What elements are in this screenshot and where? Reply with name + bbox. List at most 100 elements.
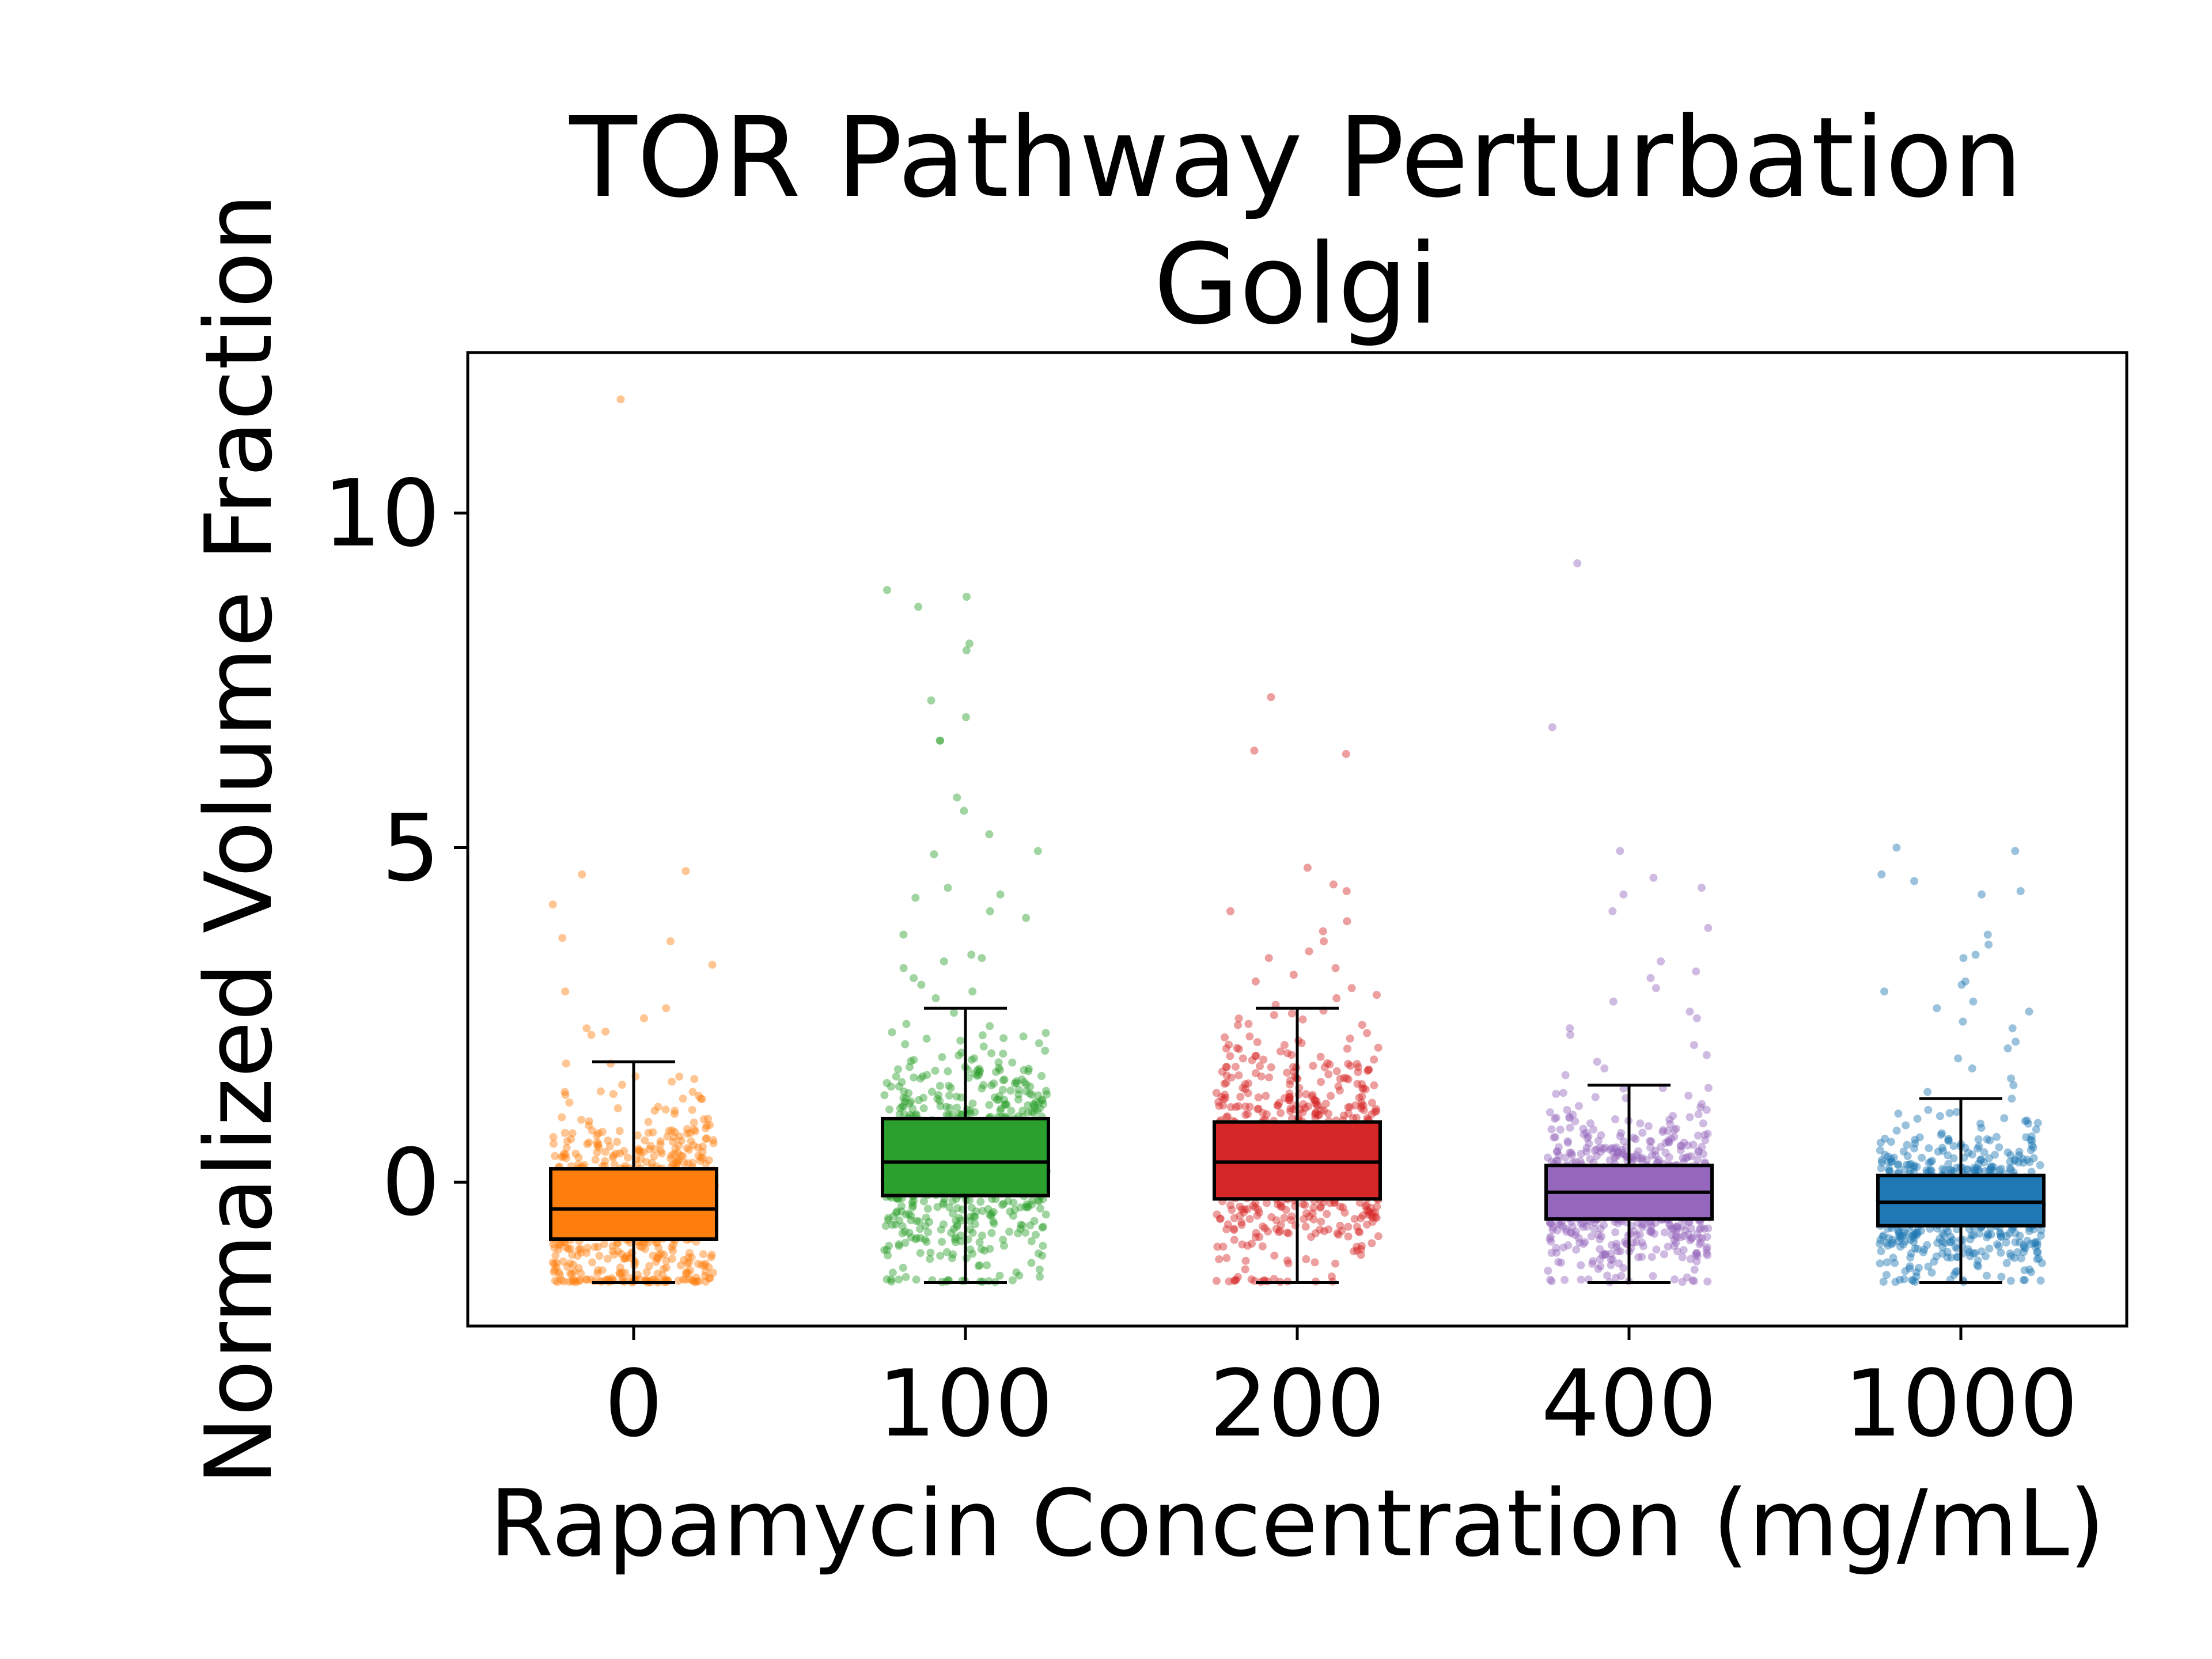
scatter-point [1359,1084,1368,1093]
scatter-point [1304,1102,1312,1111]
scatter-point [950,1235,959,1244]
scatter-point [1704,1084,1713,1092]
scatter-point [1943,1253,1952,1262]
scatter-point [910,1056,918,1064]
scatter-point [987,1229,996,1237]
scatter-point [1024,1067,1033,1075]
scatter-point [971,1069,979,1078]
scatter-point [2006,1151,2015,1160]
outlier-point [666,937,675,946]
scatter-point [1911,1139,1919,1148]
outlier-point [1319,927,1327,935]
scatter-point [1000,1075,1009,1084]
x-tick-label: 0 [604,1350,663,1457]
scatter-point [1690,1266,1699,1274]
outlier-point [2007,1074,2016,1083]
scatter-point [1244,1079,1253,1088]
scatter-point [1634,1147,1642,1156]
scatter-point [1964,1149,1972,1157]
scatter-point [1638,1156,1646,1164]
scatter-point [1265,1073,1274,1082]
outlier-point [931,994,940,1002]
scatter-point [1684,1141,1692,1150]
scatter-point [1696,1103,1705,1112]
scatter-point [1228,1206,1236,1214]
scatter-point [1215,1255,1224,1264]
scatter-point [644,1128,653,1137]
scatter-point [1693,1252,1702,1260]
scatter-point [2035,1254,2043,1263]
outlier-point [1342,749,1350,758]
scatter-point [893,1207,902,1216]
scatter-point [1241,1265,1249,1274]
scatter-point [685,1258,694,1267]
scatter-point [1983,1233,1991,1242]
scatter-point [1363,1114,1372,1122]
scatter-point [1214,1098,1223,1107]
scatter-point [696,1157,704,1165]
scatter-point [558,1113,566,1122]
scatter-point [1912,1272,1921,1281]
scatter-point [975,1261,984,1270]
scatter-point [953,1222,961,1231]
scatter-point [1312,1097,1321,1105]
scatter-point [1267,1213,1276,1221]
scatter-point [1611,1274,1620,1282]
scatter-point [901,1238,910,1247]
outlier-point [1983,930,1992,939]
scatter-point [1019,1032,1028,1041]
scatter-point [1563,1106,1571,1114]
outlier-point [962,646,971,654]
scatter-point [1575,1238,1584,1247]
scatter-point [1910,1228,1919,1237]
scatter-point [987,1049,996,1058]
scatter-point [1973,1261,1982,1269]
scatter-point [2037,1226,2046,1235]
scatter-point [1571,1231,1580,1240]
scatter-point [1255,1233,1264,1241]
scatter-point [1945,1109,1954,1118]
scatter-point [896,1104,904,1112]
scatter-point [2000,1114,2009,1123]
scatter-point [966,1109,975,1118]
scatter-point [1373,1202,1381,1211]
scatter-point [1638,1128,1647,1137]
scatter-point [1299,1200,1307,1209]
scatter-point [944,1067,952,1075]
scatter-point [672,1157,680,1166]
scatter-point [1240,1208,1248,1217]
scatter-point [968,1249,977,1258]
scatter-point [1882,1271,1891,1279]
scatter-point [957,1216,965,1225]
scatter-point [910,1073,918,1082]
scatter-point [1679,1222,1687,1230]
scatter-point [937,1225,945,1234]
scatter-point [1964,1245,1972,1253]
scatter-point [1222,1078,1230,1087]
scatter-point [1285,1089,1294,1098]
scatter-point [2015,1151,2024,1160]
scatter-point [603,1255,612,1263]
scatter-point [637,1148,645,1157]
outlier-point [1600,1064,1609,1073]
scatter-point [1018,1107,1027,1115]
scatter-point [897,1207,906,1216]
scatter-point [1546,1219,1555,1228]
scatter-point [1561,1153,1570,1162]
scatter-point [668,1255,676,1263]
scatter-point [617,1249,626,1258]
scatter-point [887,1275,895,1284]
scatter-point [1607,1144,1616,1153]
scatter-point [1346,1034,1354,1043]
scatter-point [1035,1197,1043,1206]
scatter-point [1903,1152,1912,1160]
scatter-point [1634,1253,1643,1262]
scatter-point [671,1145,680,1153]
scatter-point [596,1087,605,1096]
scatter-point [1977,1156,1986,1164]
scatter-point [573,1252,582,1260]
scatter-point [1367,1211,1376,1219]
scatter-point [1927,1166,1936,1175]
scatter-point [997,1104,1005,1113]
scatter-point [1610,1153,1619,1162]
